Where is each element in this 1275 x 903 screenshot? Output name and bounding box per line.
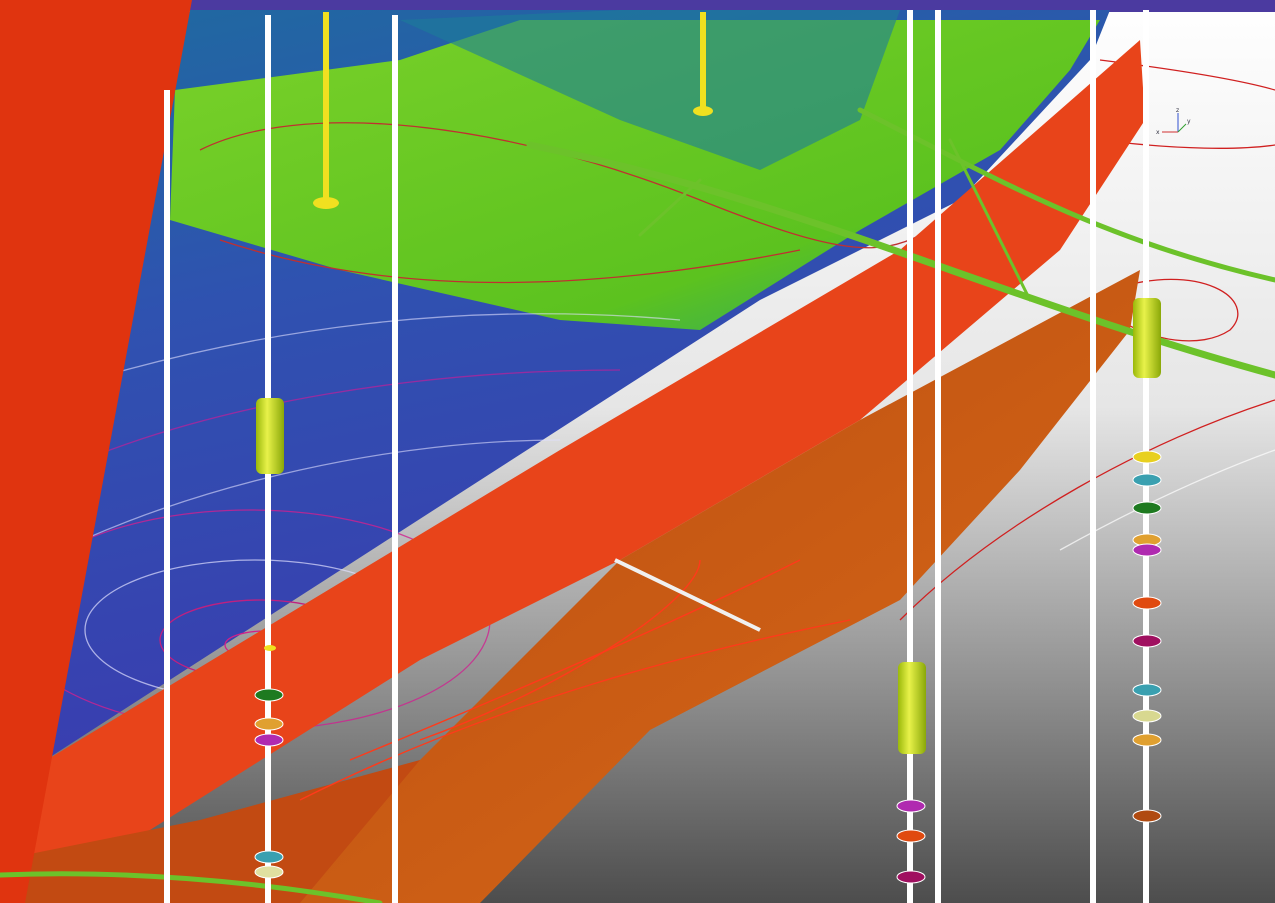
axis-x-label: x [1156,129,1160,136]
fault-block-lower [0,760,420,903]
top-band [190,0,1275,12]
well-cylinders [256,298,1161,754]
axis-z-label: z [1176,107,1179,114]
fault-wedge [0,0,192,903]
axis-y-label: y [1187,118,1191,125]
fault-edge [614,558,761,632]
well-end [693,106,713,116]
well-end [264,645,276,651]
well-end [313,197,339,209]
wells [164,10,1149,903]
fault-plane [0,40,1145,880]
wells-yellow [323,12,706,200]
horizon-shade [400,10,900,170]
fault-contours [299,559,851,801]
well-markers [254,450,1162,884]
axis-y [1177,123,1187,133]
axis-triad: x y z [1156,107,1191,136]
